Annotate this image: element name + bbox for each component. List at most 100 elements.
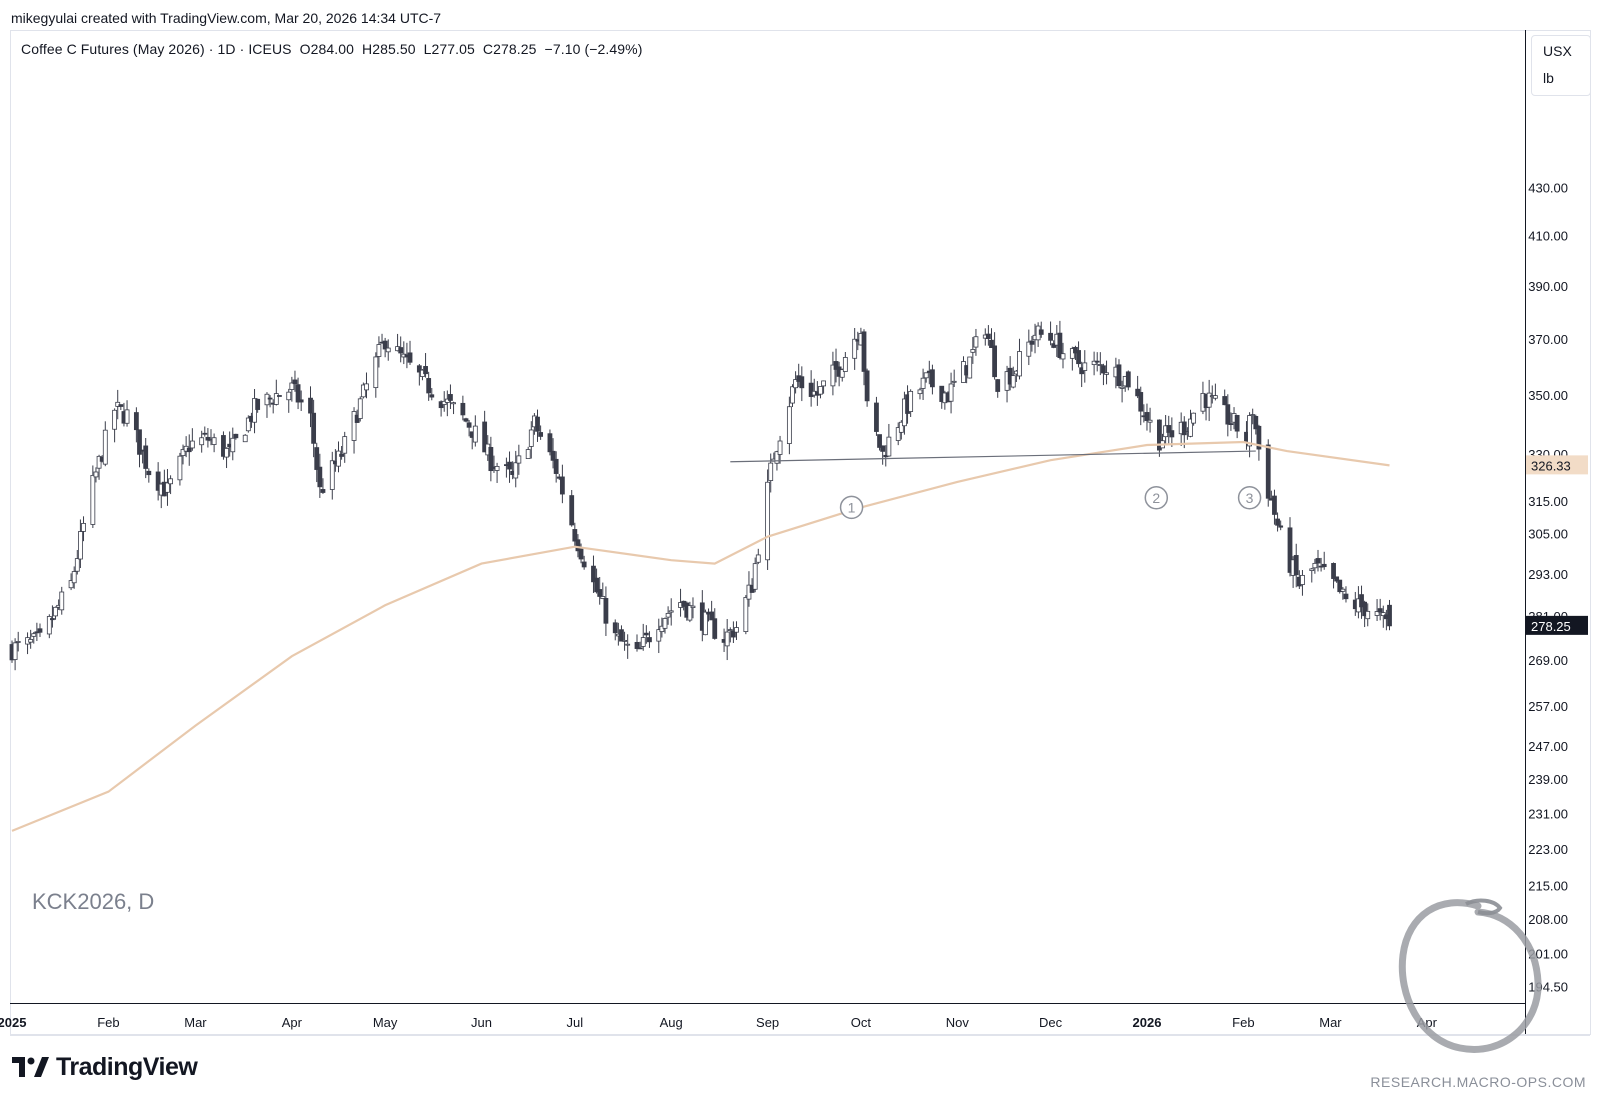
candle xyxy=(516,444,522,475)
candle xyxy=(102,421,108,467)
macro-ops-brush-circle-icon xyxy=(1398,898,1542,1053)
x-tick-label: Nov xyxy=(946,1015,970,1030)
candle xyxy=(1125,370,1131,391)
candle xyxy=(852,328,858,370)
research-brand: RESEARCH.MACRO-OPS.COM xyxy=(1370,1074,1586,1090)
candle xyxy=(1340,586,1346,600)
candle xyxy=(93,467,99,483)
candle xyxy=(1097,352,1103,376)
candle xyxy=(230,427,236,461)
x-tick-label: Mar xyxy=(184,1015,207,1030)
y-tick-label: 247.00 xyxy=(1528,739,1568,754)
candle xyxy=(165,469,170,506)
y-tick-label: 390.00 xyxy=(1528,279,1568,294)
candle xyxy=(286,388,292,413)
legend-symbol: Coffee C Futures (May 2026) · 1D · ICEUS xyxy=(21,41,292,57)
candle xyxy=(336,441,341,473)
candle xyxy=(1069,346,1075,371)
svg-text:278.25: 278.25 xyxy=(1531,619,1571,634)
unit-label[interactable]: lb xyxy=(1543,70,1554,86)
candle xyxy=(15,631,21,652)
candle xyxy=(640,623,646,651)
x-tick-label: Dec xyxy=(1039,1015,1063,1030)
x-tick-label: 2025 xyxy=(0,1015,26,1030)
candle xyxy=(1048,321,1053,346)
candle xyxy=(818,386,823,399)
candle xyxy=(1212,383,1218,401)
candle xyxy=(252,389,257,434)
time-axis: 2025 Feb Mar Apr May Jun Jul Aug Sep Oct Nov Dec 202… xyxy=(0,1015,1438,1030)
pattern-marker[interactable]: 3 xyxy=(1237,486,1262,510)
neckline[interactable] xyxy=(730,450,1256,463)
candle xyxy=(133,407,139,443)
legend-close: C278.25 xyxy=(482,41,537,57)
candle xyxy=(1026,329,1032,366)
tradingview-logo[interactable]: TradingView xyxy=(12,1052,198,1082)
chart-legend: Coffee C Futures (May 2026) · 1D · ICEUS… xyxy=(21,41,642,57)
candle xyxy=(1300,570,1305,596)
candle xyxy=(507,451,512,483)
candle xyxy=(1051,340,1057,349)
candle xyxy=(1250,408,1256,425)
currency-label[interactable]: USX xyxy=(1543,43,1572,59)
y-tick-label: 430.00 xyxy=(1528,181,1568,196)
x-tick-label: Apr xyxy=(282,1015,303,1030)
y-tick-label: 208.00 xyxy=(1528,912,1568,927)
candle xyxy=(755,548,761,565)
candle xyxy=(833,348,839,383)
candle xyxy=(1256,424,1262,461)
ma-price-badge: 326.33 xyxy=(1526,455,1588,475)
candle xyxy=(1287,517,1293,577)
candle xyxy=(830,351,836,396)
candle xyxy=(71,566,77,589)
candle xyxy=(1076,341,1081,368)
candle xyxy=(992,332,998,380)
candle xyxy=(267,395,273,408)
candle xyxy=(842,351,848,372)
y-tick-label: 315.00 xyxy=(1528,494,1568,509)
candle xyxy=(146,468,152,483)
tradingview-logo-icon xyxy=(12,1057,49,1077)
candle xyxy=(1374,599,1380,621)
candle xyxy=(597,576,603,605)
candle xyxy=(703,609,708,636)
legend-low: L277.05 xyxy=(423,41,475,57)
candle xyxy=(137,429,142,468)
candle xyxy=(908,389,914,417)
candle xyxy=(317,453,323,498)
candle xyxy=(948,372,954,414)
candle xyxy=(342,431,348,463)
y-tick-label: 370.00 xyxy=(1528,332,1568,347)
candle xyxy=(861,329,867,386)
candle xyxy=(1225,394,1231,437)
candle xyxy=(488,436,494,482)
candle xyxy=(1275,512,1280,532)
svg-text:326.33: 326.33 xyxy=(1531,458,1571,473)
y-tick-label: 257.00 xyxy=(1528,699,1568,714)
price-badges: 326.33 278.25 xyxy=(1526,455,1588,635)
svg-text:1: 1 xyxy=(848,499,856,515)
y-tick-label: 350.00 xyxy=(1528,388,1568,403)
candle xyxy=(594,568,599,594)
candle xyxy=(289,376,295,402)
candle xyxy=(622,631,627,651)
pattern-marker[interactable]: 1 xyxy=(839,495,864,520)
candle xyxy=(46,614,52,639)
candle xyxy=(768,453,774,493)
y-tick-label: 410.00 xyxy=(1528,229,1568,244)
candle xyxy=(709,600,715,621)
tradingview-logo-text: TradingView xyxy=(56,1052,198,1081)
candle xyxy=(985,325,991,346)
candle xyxy=(1334,576,1340,583)
legend-change: −7.10 (−2.49%) xyxy=(544,41,643,57)
y-tick-label: 269.00 xyxy=(1528,653,1568,668)
price-unit-selector[interactable]: USX lb xyxy=(1531,35,1591,96)
candle xyxy=(12,638,18,671)
x-tick-label: Oct xyxy=(851,1015,872,1030)
candle xyxy=(28,629,34,649)
candle xyxy=(898,420,904,440)
candle xyxy=(308,386,313,428)
pattern-marker[interactable]: 2 xyxy=(1144,486,1169,510)
candle xyxy=(124,400,130,427)
